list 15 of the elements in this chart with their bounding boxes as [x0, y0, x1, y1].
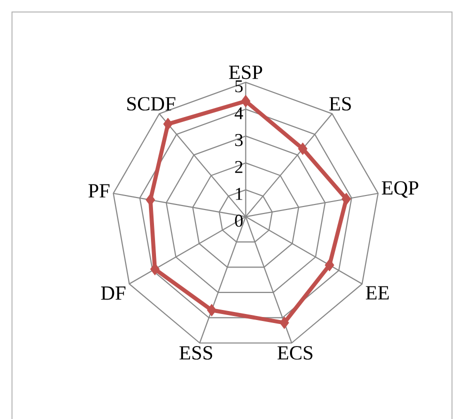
- spoke-label: DF: [101, 286, 126, 300]
- spoke-label: ES: [329, 97, 351, 111]
- spoke-label: ECS: [278, 346, 312, 360]
- y-tick-label: 2: [235, 161, 242, 173]
- y-tick-label: 1: [236, 188, 242, 200]
- spoke-label: ESP: [229, 66, 262, 80]
- spoke-label: PF: [88, 184, 110, 198]
- spoke-label: ESS: [179, 346, 212, 360]
- spoke-label: EE: [366, 286, 389, 300]
- y-tick-label: 3: [235, 134, 243, 146]
- spoke-label: SCDF: [127, 97, 176, 111]
- y-tick-label: 4: [234, 107, 244, 120]
- spoke-label: EQP: [382, 181, 418, 198]
- y-tick-label: 5: [235, 80, 243, 92]
- y-tick-label: 0: [235, 214, 243, 227]
